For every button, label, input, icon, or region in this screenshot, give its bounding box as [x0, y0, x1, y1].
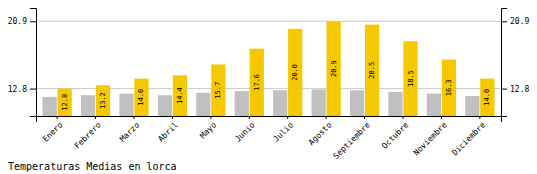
bars — [43, 21, 495, 116]
bar — [173, 75, 187, 116]
tick-label: Agosto — [307, 120, 334, 147]
tick-label: Enero — [41, 120, 65, 144]
tick: Junio — [233, 116, 257, 144]
tick: Abril — [156, 116, 180, 144]
bar — [288, 29, 302, 116]
bar — [442, 60, 456, 116]
tick-label: Junio — [233, 120, 257, 144]
tick-mark — [172, 116, 173, 119]
tick-mark — [95, 116, 96, 119]
y-axis: 12.8 20.9 — [8, 9, 37, 117]
tick-label: 12.8 — [510, 85, 529, 94]
data-label: 14.4 — [176, 87, 184, 104]
tick: Octubre — [380, 116, 410, 151]
tick-mark — [501, 21, 507, 22]
tick-mark — [287, 116, 288, 119]
tick-mark — [30, 89, 36, 90]
bar — [427, 94, 441, 116]
tick-mark — [326, 116, 327, 119]
bar — [158, 95, 172, 116]
data-label: 13.2 — [99, 92, 107, 109]
bar — [365, 25, 379, 116]
tick-label: 20.9 — [510, 17, 529, 26]
bar — [58, 89, 72, 116]
data-labels: 12.8 13.2 14.0 14.4 15.7 17.6 20.0 20.9 20.5 18.5… — [61, 60, 492, 111]
axis-line — [502, 9, 508, 117]
tick: Enero — [41, 116, 65, 144]
data-label: 20.0 — [291, 64, 299, 81]
x-axis: Enero Febrero Marzo Abril Mayo Junio Julio Agos… — [37, 116, 502, 161]
plot: 12.8 13.2 14.0 14.4 15.7 17.6 20.0 20.9 20.5 18.5… — [8, 9, 530, 161]
tick-label: Octubre — [380, 120, 410, 150]
tick-label: Noviembre — [412, 120, 449, 157]
tick-mark — [30, 21, 36, 22]
tick: 20.9 — [8, 17, 36, 26]
tick-label: Febrero — [73, 120, 103, 150]
tick-label: 12.8 — [8, 85, 27, 94]
bar — [119, 94, 133, 116]
tick-label: Mayo — [198, 120, 218, 140]
tick: Agosto — [307, 116, 334, 147]
data-label: 16.3 — [445, 79, 453, 96]
tick: Mayo — [198, 116, 218, 140]
bar — [388, 92, 402, 116]
data-label: 14.0 — [483, 89, 491, 106]
bar-series — [58, 21, 495, 116]
tick-mark — [403, 116, 404, 119]
tick: 12.8 — [501, 85, 529, 94]
tick-mark — [364, 116, 365, 119]
bar — [211, 64, 225, 116]
data-label: 18.5 — [407, 70, 415, 87]
bar — [312, 89, 326, 116]
bar — [403, 41, 417, 116]
tick-label: Julio — [272, 120, 296, 144]
chart: 12.8 13.2 14.0 14.4 15.7 17.6 20.0 20.9 20.5 18.5… — [0, 0, 537, 174]
data-label: 12.8 — [61, 94, 69, 111]
tick: Noviembre — [412, 116, 449, 157]
tick: 12.8 — [8, 85, 36, 94]
axis-line — [30, 9, 37, 117]
grid — [36, 21, 501, 88]
tick: Febrero — [73, 116, 103, 151]
bar — [96, 85, 110, 116]
bar — [235, 91, 249, 116]
bar — [43, 97, 57, 116]
data-label: 14.0 — [137, 89, 145, 106]
data-label: 20.9 — [330, 60, 338, 77]
bar — [81, 95, 95, 116]
data-label: 17.6 — [253, 74, 261, 91]
tick: 20.9 — [501, 17, 529, 26]
bar — [465, 96, 479, 116]
axis-line — [37, 117, 502, 123]
data-label: 15.7 — [214, 82, 222, 99]
title: Temperaturas Medias en lorca — [8, 161, 177, 172]
tick-mark — [441, 116, 442, 119]
tick: Diciembre — [450, 116, 487, 157]
tick: Julio — [272, 116, 296, 144]
grid-line — [36, 21, 501, 22]
data-label: 20.5 — [368, 62, 376, 79]
tick-mark — [57, 116, 58, 119]
bar — [196, 93, 210, 116]
y2-axis: 12.8 20.9 — [501, 9, 529, 117]
tick-mark — [479, 116, 480, 119]
bar — [480, 79, 494, 116]
bar — [327, 21, 341, 116]
tick: Septiembre — [332, 116, 373, 161]
bar — [273, 90, 287, 116]
tick-label: Abril — [156, 120, 180, 144]
tick-mark — [210, 116, 211, 119]
bar — [134, 79, 148, 116]
bar — [250, 49, 264, 116]
tick-label: 20.9 — [8, 17, 27, 26]
bar — [350, 90, 364, 116]
tick-mark — [501, 89, 507, 90]
tick-label: Diciembre — [450, 120, 487, 157]
tick-mark — [133, 116, 134, 119]
tick: Marzo — [118, 116, 142, 144]
tick-label: Septiembre — [332, 120, 373, 161]
tick-label: Marzo — [118, 120, 142, 144]
tick-mark — [249, 116, 250, 119]
